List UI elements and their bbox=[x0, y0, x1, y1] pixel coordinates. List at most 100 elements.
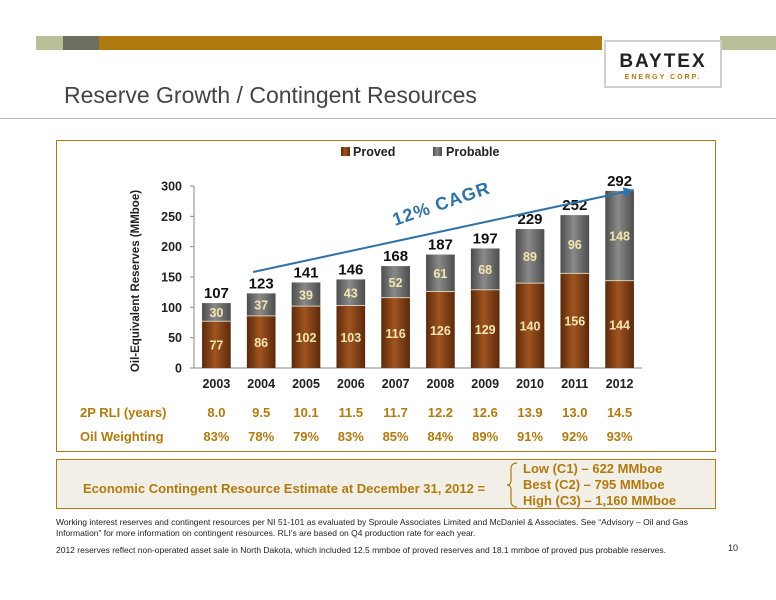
table-cell: 11.7 bbox=[383, 405, 408, 420]
table-row-label: 2P RLI (years) bbox=[80, 405, 166, 420]
y-tick-label: 200 bbox=[161, 240, 182, 254]
title-divider bbox=[0, 118, 776, 119]
contingent-estimates: Low (C1) – 622 MMboe Best (C2) – 795 MMb… bbox=[523, 461, 676, 509]
table-cell: 9.5 bbox=[252, 405, 270, 420]
legend-swatch-proved bbox=[341, 147, 350, 156]
bar-probable bbox=[202, 303, 231, 322]
bar-proved bbox=[202, 321, 231, 368]
logo-main-text: BAYTEX bbox=[619, 51, 707, 72]
bar-label-proved: 140 bbox=[520, 320, 541, 334]
bar-total-label: 107 bbox=[204, 285, 229, 302]
brace-icon bbox=[506, 462, 518, 508]
bar-proved bbox=[605, 280, 634, 368]
x-tick-label: 2012 bbox=[606, 377, 634, 391]
table-cell: 12.2 bbox=[428, 405, 453, 420]
table-cell: 83% bbox=[338, 429, 364, 444]
table-cell: 78% bbox=[248, 429, 274, 444]
bar-proved bbox=[246, 315, 276, 368]
table-cell: 10.1 bbox=[293, 405, 318, 420]
x-tick-label: 2007 bbox=[382, 377, 410, 391]
x-tick-label: 2010 bbox=[516, 377, 544, 391]
table-cell: 79% bbox=[293, 429, 319, 444]
legend-swatch-probable bbox=[433, 147, 442, 156]
bar-total-label: 141 bbox=[293, 264, 318, 281]
table-row-label: Oil Weighting bbox=[80, 429, 164, 444]
table-cell: 89% bbox=[472, 429, 498, 444]
table-cell: 85% bbox=[383, 429, 409, 444]
legend-label-proved: Proved bbox=[353, 145, 395, 159]
legend-label-probable: Probable bbox=[446, 145, 500, 159]
bar-probable bbox=[515, 229, 545, 284]
cagr-arrow-head bbox=[622, 187, 634, 197]
reserves-chart: 0 50 100 150 200 250 300 Oil-Equivalent Reserve… bbox=[130, 145, 642, 391]
y-axis-title: Oil-Equivalent Reserves (MMboe) bbox=[130, 190, 142, 372]
bar-label-proved: 102 bbox=[296, 331, 317, 345]
bar-proved bbox=[336, 305, 366, 368]
x-tick-label: 2011 bbox=[561, 377, 588, 391]
x-tick-label: 2009 bbox=[471, 377, 499, 391]
logo-sub-text: ENERGY CORP. bbox=[624, 74, 702, 81]
baytex-logo: BAYTEX ENERGY CORP. bbox=[604, 40, 722, 88]
table-cell: 12.6 bbox=[473, 405, 498, 420]
bar-proved bbox=[470, 289, 500, 368]
y-tick-label: 300 bbox=[161, 180, 182, 194]
x-tick-label: 2006 bbox=[337, 377, 365, 391]
contingent-resource-box: Economic Contingent Resource Estimate at… bbox=[56, 459, 716, 509]
y-tick-label: 50 bbox=[168, 331, 182, 345]
bar-total-label: 146 bbox=[338, 261, 363, 278]
bar-label-probable: 37 bbox=[254, 299, 268, 313]
bar-label-probable: 30 bbox=[209, 306, 223, 320]
y-tick-label: 250 bbox=[161, 210, 182, 224]
header-color-bar bbox=[36, 36, 602, 50]
bar-label-probable: 61 bbox=[433, 267, 447, 281]
table-cell: 92% bbox=[562, 429, 588, 444]
table-cell: 91% bbox=[517, 429, 543, 444]
bar-total-label: 123 bbox=[249, 275, 274, 292]
bar-label-proved: 156 bbox=[564, 315, 585, 329]
header-color-bar-right bbox=[720, 36, 776, 50]
bar-total-label: 197 bbox=[473, 230, 498, 247]
metrics-table: 2P RLI (years) 8.0 9.5 10.1 11.5 11.7 12.2 12.6… bbox=[80, 405, 633, 444]
bar-probable bbox=[605, 190, 634, 281]
table-cell: 84% bbox=[427, 429, 453, 444]
bar-label-probable: 96 bbox=[568, 238, 582, 252]
bar-probable bbox=[336, 279, 366, 306]
bar-label-proved: 116 bbox=[386, 327, 406, 341]
bar-label-proved: 77 bbox=[209, 339, 223, 353]
x-tick-label: 2005 bbox=[292, 377, 320, 391]
bar-proved bbox=[381, 297, 410, 368]
table-cell: 13.0 bbox=[562, 405, 587, 420]
bar-proved bbox=[426, 291, 455, 368]
bar-total-label: 168 bbox=[383, 248, 408, 265]
table-cell: 93% bbox=[607, 429, 633, 444]
footnote-asset-sale: 2012 reserves reflect non-operated asset… bbox=[56, 545, 666, 555]
page-title: Reserve Growth / Contingent Resources bbox=[64, 82, 477, 108]
bar-total-label: 292 bbox=[607, 173, 632, 190]
bar-probable bbox=[470, 248, 500, 290]
chart-frame bbox=[56, 140, 716, 452]
bar-label-probable: 39 bbox=[299, 288, 313, 302]
bar-probable bbox=[426, 254, 455, 292]
bar-total-label: 229 bbox=[517, 211, 542, 228]
estimate-high: High (C3) – 1,160 MMboe bbox=[523, 493, 677, 508]
table-cell: 8.0 bbox=[207, 405, 225, 420]
bar-label-probable: 52 bbox=[389, 276, 403, 290]
table-cell: 83% bbox=[203, 429, 229, 444]
bar-label-proved: 126 bbox=[430, 324, 451, 338]
cagr-arrow-line bbox=[252, 189, 634, 273]
bar-label-proved: 86 bbox=[254, 336, 268, 350]
x-tick-label: 2008 bbox=[426, 377, 454, 391]
bar-total-label: 187 bbox=[428, 237, 453, 254]
bar-proved bbox=[515, 283, 545, 368]
y-tick-label: 100 bbox=[161, 301, 182, 315]
estimate-best: Best (C2) – 795 MMboe bbox=[523, 477, 665, 492]
y-tick-label: 150 bbox=[161, 271, 182, 285]
y-tick-label: 0 bbox=[175, 362, 182, 376]
estimate-low: Low (C1) – 622 MMboe bbox=[523, 461, 663, 476]
page-number: 10 bbox=[728, 543, 739, 553]
footnote-reserves: Working interest reserves and contingent… bbox=[56, 517, 689, 538]
bar-probable bbox=[560, 215, 590, 274]
bar-proved bbox=[291, 306, 321, 368]
bar-label-proved: 129 bbox=[475, 323, 496, 337]
x-tick-label: 2003 bbox=[202, 377, 230, 391]
